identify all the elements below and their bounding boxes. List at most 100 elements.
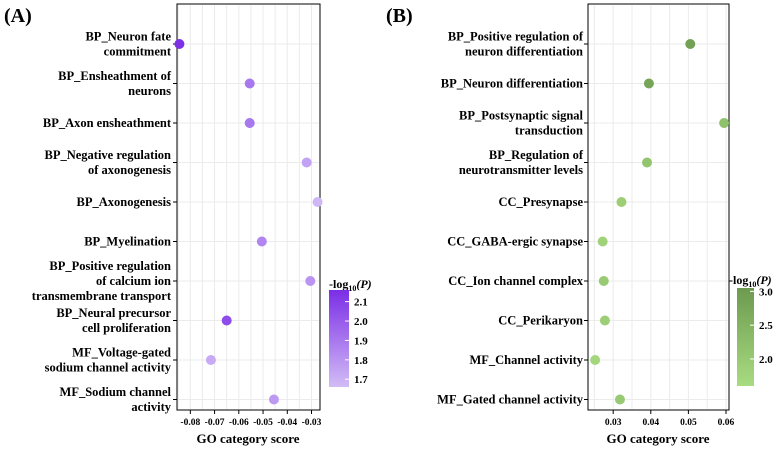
panel-a-legend-tick-label: 2.0 [354, 316, 368, 328]
panel-b-x-tick-label: 0.05 [680, 418, 697, 428]
panel-a-point [312, 197, 323, 207]
panel-b-x-tick-label: 0.04 [642, 418, 659, 428]
panel-b-category-label: CC_GABA-ergic synapse [447, 235, 583, 249]
panel-b-point [642, 157, 653, 168]
panel-b-x-tick-label: 0.06 [718, 418, 735, 428]
panel-b-category-label: BP_Regulation of [489, 148, 584, 162]
panel-a-category-label: transmembrane transport [32, 289, 172, 303]
panel-a-legend-title-var: (P) [356, 277, 371, 291]
panel-b-legend-title-main: -log [729, 273, 748, 287]
panel-a-category-label: of axonogenesis [88, 163, 171, 177]
panel-b-category-label: CC_Ion channel complex [448, 274, 583, 288]
panel-b-category-label: BP_Positive regulation of [448, 30, 584, 44]
panel-a-point [174, 39, 185, 49]
panel-a-points [174, 39, 323, 405]
panel-b-legend-title: -log10(P) [729, 273, 772, 289]
panel-b-grid [584, 5, 728, 409]
panel-a-point [244, 118, 255, 128]
panel-a-point [305, 276, 316, 286]
panel-a-plot-area [176, 3, 321, 411]
panel-b-category-label: CC_Perikaryon [498, 314, 583, 328]
panel-b-point [598, 276, 609, 286]
panel-b-legend-colorbar [737, 288, 754, 386]
panel-b-legend-title-var: (P) [756, 273, 771, 287]
panel-a-category-label: BP_Neuron fate [85, 30, 171, 44]
panel-a-category-label: BP_Axon ensheathment [43, 116, 172, 130]
panel-b-point [616, 197, 627, 207]
panel-a-point [244, 78, 255, 89]
panel-a-category-label: BP_Ensheathment of [58, 69, 172, 83]
panel-b-plot-area [587, 3, 730, 411]
panel-a-x-ticks: -0.08 -0.07 -0.06 -0.05 -0.04 -0.03 [180, 410, 322, 428]
panel-a-category-label: BP_Axonogenesis [77, 195, 172, 209]
panel-a-category-label: BP_Myelination [84, 235, 171, 249]
panel-b-point [719, 118, 730, 128]
panel-a-category-label: activity [131, 400, 171, 414]
panel-b-points [590, 39, 730, 405]
panel-a-category-label: MF_Voltage-gated [72, 346, 171, 360]
panel-b-legend: -log10(P) 3.0 2.5 2.0 [729, 273, 773, 386]
panel-b-point [614, 394, 625, 405]
panel-a-point [205, 355, 216, 365]
panel-a-legend-title-sub: 10 [348, 284, 356, 293]
panel-b-legend-title-sub: 10 [748, 280, 756, 289]
panel-b-x-axis-label: GO category score [607, 431, 710, 446]
panel-a-legend-tick-label: 1.7 [354, 374, 368, 386]
panel-b-point [590, 355, 601, 365]
panel-b-x-tick-label: 0.03 [605, 418, 622, 428]
panel-a-point [301, 157, 312, 168]
panel-b-legend-tick-label: 2.0 [759, 354, 773, 366]
panel-b-category-label: neuron differentiation [465, 45, 583, 59]
panel-b-x-ticks: 0.03 0.04 0.05 0.06 [605, 410, 735, 428]
panel-a-grid [173, 5, 319, 409]
panel-a-legend-tick-label: 1.8 [354, 355, 368, 367]
panel-b-category-label: BP_Postsynaptic signal [459, 109, 584, 123]
panel-b-category-label: BP_Neuron differentiation [441, 77, 583, 91]
panel-b-category-label: transduction [515, 124, 583, 138]
panel-a-legend-tick-label: 1.9 [354, 335, 368, 347]
panel-a-x-tick-label: -0.03 [302, 418, 322, 428]
panel-a-legend-colorbar [329, 290, 349, 387]
panel-b-label: (B) [386, 5, 413, 27]
panel-a-category-label: BP_Neural precursor [56, 306, 171, 320]
panel-a-legend-title-main: -log [329, 277, 348, 291]
panel-b-category-label: MF_Gated channel activity [437, 393, 584, 407]
panel-b-point [597, 236, 608, 247]
panel-a-category-label: MF_Sodium channel [60, 385, 172, 399]
panel-a-point [268, 394, 279, 405]
panel-a-category-label: sodium channel activity [45, 361, 172, 375]
panel-b-category-label: neurotransmitter levels [459, 163, 583, 177]
panel-a-category-label: neurons [128, 84, 171, 98]
panel-a-legend: -log10(P) 2.1 2.0 1.9 1.8 1.7 [329, 277, 372, 387]
panel-a-category-label: commitment [104, 45, 172, 59]
panel-b-point [643, 78, 654, 89]
panel-a-legend-ticks: 2.1 2.0 1.9 1.8 1.7 [345, 297, 368, 386]
panel-b-point [685, 39, 696, 49]
panel-a-x-tick-label: -0.06 [229, 418, 249, 428]
panel-b-legend-ticks: 3.0 2.5 2.0 [750, 286, 773, 366]
panel-a-x-axis-label: GO category score [197, 431, 300, 446]
panel-b-category-label: CC_Presynapse [499, 195, 584, 209]
panel-a-point [256, 236, 267, 247]
panel-a-category-label: BP_Negative regulation [45, 148, 172, 162]
panel-a-category-label: of calcium ion [96, 274, 171, 288]
panel-b-point [599, 315, 610, 326]
panel-a-x-tick-label: -0.04 [277, 418, 297, 428]
panel-a-x-tick-label: -0.08 [180, 418, 200, 428]
panel-b-legend-tick-label: 3.0 [759, 286, 773, 298]
panel-a-category-label: BP_Positive regulation [49, 259, 171, 273]
panel-a-x-tick-label: -0.05 [253, 418, 273, 428]
panel-a-legend-title: -log10(P) [329, 277, 372, 293]
panel-a-label: (A) [4, 5, 32, 27]
panel-a-category-label: cell proliferation [82, 321, 171, 335]
panel-a-point [221, 315, 232, 326]
panel-a-legend-tick-label: 2.1 [354, 297, 368, 309]
panel-b-category-label: MF_Channel activity [469, 353, 583, 367]
panel-a-x-tick-label: -0.07 [205, 418, 225, 428]
panel-b-legend-tick-label: 2.5 [759, 320, 773, 332]
